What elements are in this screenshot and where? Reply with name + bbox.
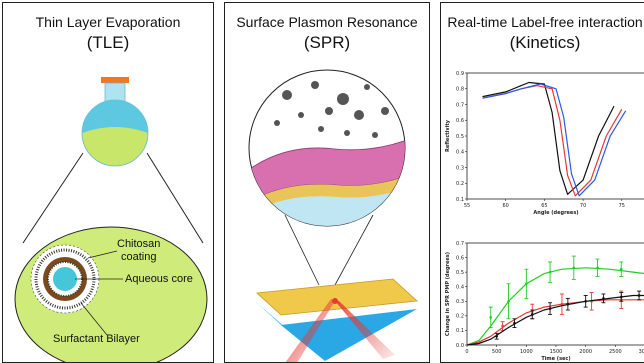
laser-beam-in: [285, 299, 335, 362]
x-tick-label: 70: [580, 203, 586, 209]
data-point: [507, 299, 510, 303]
label-aqueous-core: Aqueous core: [125, 273, 193, 285]
series-line: [482, 85, 623, 197]
y-tick-label: 0.4: [456, 150, 464, 156]
series-line: [466, 294, 644, 346]
series-line: [482, 83, 627, 197]
aqueous-core-shape: [53, 267, 77, 291]
x-tick-label: 0: [465, 349, 468, 355]
data-point: [548, 307, 552, 310]
x-tick-label: 60: [503, 203, 509, 209]
series-3: [466, 290, 644, 346]
series-1: [482, 81, 615, 195]
x-tick-label: 3000: [639, 349, 644, 355]
spr-illustration: [248, 69, 418, 362]
panel-tle: Thin Layer Evaporation (TLE) Chitosan co…: [2, 2, 214, 363]
data-point: [584, 299, 587, 303]
x-tick-label: 1000: [520, 349, 533, 355]
data-point: [513, 321, 516, 325]
data-point: [637, 294, 641, 297]
data-point: [530, 313, 534, 316]
x-tick-label: 65: [541, 203, 547, 209]
x-tick-label: 1500: [550, 349, 563, 355]
x-axis-label: Time (sec): [541, 356, 570, 362]
y-tick-label: 0.6: [456, 255, 464, 261]
panel-subtitle: (TLE): [86, 33, 130, 52]
data-point: [619, 295, 623, 299]
chart-1: 55 60 65 70 75 0.1 0.2 0.3 0.4 0.5 0.6 0.7 0.8 0.9 Ang…: [445, 71, 644, 216]
y-tick-label: 0.1: [456, 328, 464, 334]
data-point: [566, 302, 570, 306]
data-point: [501, 324, 504, 328]
y-tick-label: 0.3: [456, 165, 464, 171]
panel-spr: Surface Plasmon Resonance (SPR): [224, 2, 430, 363]
panel-title: Surface Plasmon Resonance: [236, 14, 418, 30]
chart-2: 0 500 1000 1500 2000 2500 3000 0.0 0.1 0.2 0.3 0.4 0…: [445, 241, 644, 362]
y-tick-label: 0.5: [456, 270, 464, 276]
y-tick-label: 0.8: [456, 87, 464, 93]
label-coating: coating: [121, 251, 157, 263]
projection-line-right: [334, 214, 374, 286]
x-tick-label: 2500: [609, 349, 622, 355]
y-tick-label: 0.2: [456, 181, 464, 187]
panel-title: Thin Layer Evaporation: [35, 14, 181, 30]
flask-liquid-top: [82, 100, 148, 133]
y-tick-label: 0.4: [456, 285, 464, 291]
panel-subtitle: (Kinetics): [509, 33, 581, 52]
y-tick-label: 0.1: [456, 197, 464, 203]
data-point: [602, 297, 605, 300]
flask-cap: [101, 77, 129, 83]
data-point: [560, 302, 564, 306]
x-tick-label: 2000: [579, 349, 592, 355]
series-line: [482, 81, 615, 195]
y-tick-label: 0.6: [456, 118, 464, 124]
tle-illustration: [14, 77, 208, 362]
laser-spot: [332, 298, 338, 304]
y-tick-label: 0.7: [456, 102, 464, 108]
y-tick-label: 0.5: [456, 134, 464, 140]
pointer-chitosan: [87, 250, 118, 259]
y-axis-label: Reflectivity: [445, 119, 451, 152]
data-point: [596, 266, 599, 270]
projection-line-right: [146, 152, 204, 244]
label-chitosan: Chitosan: [117, 238, 161, 250]
data-point: [525, 282, 528, 286]
series-3: [482, 83, 627, 197]
kinetics-charts: 55 60 65 70 75 0.1 0.2 0.3 0.4 0.5 0.6 0.7 0.8 0.9 Ang…: [445, 71, 644, 362]
pointer-bilayer: [80, 302, 108, 336]
x-tick-label: 55: [464, 203, 470, 209]
y-tick-label: 0.7: [456, 241, 464, 247]
series-line: [466, 267, 644, 346]
y-tick-label: 0.2: [456, 314, 464, 320]
chart-frame: [466, 242, 644, 346]
y-tick-label: 0.0: [456, 343, 464, 349]
nanoparticles: [274, 81, 389, 138]
panel-title: Real-time Label-free interaction: [447, 14, 643, 30]
label-surfactant-bilayer: Surfactant Bilayer: [53, 333, 140, 345]
panel-subtitle: (SPR): [303, 33, 351, 52]
data-point: [548, 270, 552, 274]
sensor-chip: [256, 278, 418, 316]
y-axis-label: Change in SPR PMP (degrees): [445, 252, 451, 336]
series-1: [466, 255, 644, 346]
projection-line-left: [22, 152, 84, 244]
series-2: [482, 85, 623, 197]
data-point: [489, 316, 493, 319]
panel-kinetics: Real-time Label-free interaction (Kineti…: [440, 2, 644, 363]
projection-line-left: [284, 214, 320, 286]
y-tick-label: 0.9: [456, 71, 464, 77]
x-axis-label: Angle (degrees): [533, 210, 578, 216]
x-tick-label: 500: [492, 349, 502, 355]
series-line: [466, 299, 644, 346]
data-point: [495, 334, 498, 338]
x-tick-label: 75: [619, 203, 625, 209]
data-point: [619, 267, 623, 271]
laser-beam-out: [335, 301, 395, 359]
y-tick-label: 0.3: [456, 299, 464, 305]
gold-film: [249, 173, 405, 215]
data-point: [572, 266, 576, 270]
